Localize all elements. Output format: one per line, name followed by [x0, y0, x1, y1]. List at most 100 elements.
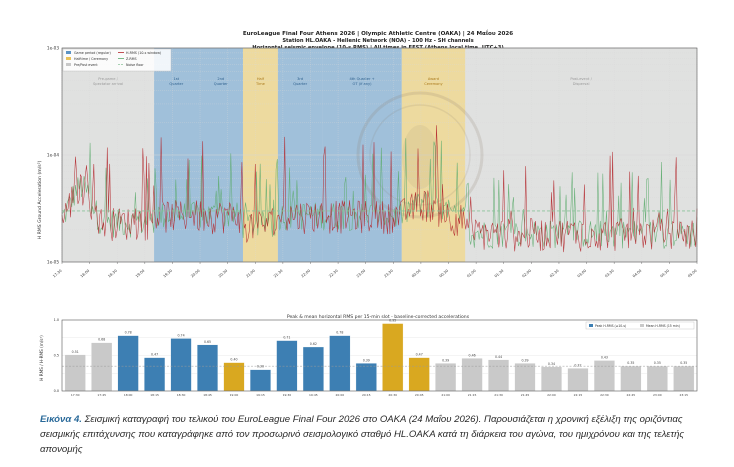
seal-watermark-figure	[402, 125, 438, 189]
bar	[197, 344, 218, 392]
caption-label: Εικόνα 4.	[40, 414, 82, 425]
x-tick-label: 00:00	[411, 268, 422, 278]
x-tick-label: 23:00	[356, 268, 367, 278]
legend-swatch	[640, 324, 644, 327]
x-tick-label: 00:30	[439, 268, 450, 278]
legend-label: Noise floor	[126, 63, 144, 67]
x-tick-label: 20:00	[335, 393, 344, 397]
period-label: Time	[255, 82, 266, 86]
x-tick-label: 19:15	[256, 393, 265, 397]
x-tick-label: 18:00	[80, 268, 91, 278]
period-label: 4th Quarter +	[349, 77, 374, 81]
bar-value-label: 0.44	[495, 355, 502, 359]
bar	[673, 365, 695, 392]
bar-value-label: 0.39	[442, 358, 449, 362]
bar	[461, 358, 483, 392]
bottom-plot-frame	[61, 319, 698, 392]
x-tick-label: 01:00	[466, 268, 477, 278]
series-z-rms	[61, 138, 698, 250]
legend-label: Pre/Post event	[74, 63, 98, 67]
x-tick-label: 17:30	[71, 393, 80, 397]
y-tick-label: 1e-03	[47, 46, 59, 51]
bottom-plot-area: 0.51 17:30 0.68 17:45 0.78 18:00 0.47 18:15 0.74…	[54, 318, 698, 397]
y-tick-label: 0.5	[54, 354, 59, 358]
x-tick-label: 18:15	[150, 393, 159, 397]
x-tick-label: 21:45	[521, 393, 530, 397]
x-tick-label: 18:45	[203, 393, 212, 397]
top-title-2: Station HL.OAKA - Hellenic Network (NOA)…	[282, 38, 473, 44]
legend-swatch	[66, 57, 71, 60]
x-tick-label: 22:45	[627, 393, 636, 397]
bar-value-label: 0.74	[178, 333, 185, 337]
bar-value-label: 0.35	[680, 361, 687, 365]
bar-value-label: 0.32	[574, 363, 581, 367]
top-ylabel: H RMS Ground Acceleration (m/s²)	[37, 160, 43, 239]
x-tick-label: 18:30	[177, 393, 186, 397]
bar-value-label: 0.35	[654, 361, 661, 365]
y-tick-label: 1e-05	[47, 260, 59, 265]
period-label: Pre-game /	[98, 77, 118, 81]
legend-box	[62, 48, 172, 72]
x-tick-label: 21:30	[494, 393, 503, 397]
bar	[302, 346, 324, 392]
x-tick-label: 23:15	[679, 393, 688, 397]
x-tick-label: 22:15	[574, 393, 583, 397]
seal-watermark	[356, 91, 484, 219]
legend-swatch	[589, 324, 593, 327]
bar	[646, 365, 668, 392]
top-legend: Game period (regular) Halftime / Ceremony…	[62, 48, 172, 72]
period-label: Spectator arrival	[93, 82, 123, 86]
bar-value-label: 0.34	[548, 362, 555, 366]
x-tick-label: 21:00	[441, 393, 450, 397]
period-label: Half	[257, 77, 265, 81]
legend-swatch	[66, 51, 71, 54]
x-tick-label: 19:30	[283, 393, 292, 397]
x-tick-label: 19:00	[135, 268, 146, 278]
legend-swatch	[66, 63, 71, 66]
x-tick-label: 23:00	[653, 393, 662, 397]
bar-value-label: 0.78	[125, 331, 132, 335]
bar	[91, 342, 113, 392]
period-label: Dispersal	[573, 82, 590, 86]
x-tick-label: 17:30	[52, 268, 63, 278]
period-label: Ceremony	[424, 82, 443, 86]
legend-label: H-RMS (10-s window)	[126, 51, 161, 55]
x-tick-label: 19:30	[163, 268, 174, 278]
x-tick-label: 21:15	[468, 393, 477, 397]
bar	[541, 366, 562, 392]
period-label: Post-event /	[570, 77, 592, 81]
bar-value-label: 0.39	[521, 358, 528, 362]
top-plot-frame	[61, 47, 698, 263]
bar	[276, 340, 298, 392]
bar-value-label: 0.35	[627, 361, 634, 365]
x-tick-label: 03:00	[577, 268, 588, 278]
bar	[64, 354, 86, 392]
x-tick-label: 19:45	[309, 393, 318, 397]
bar	[567, 368, 589, 392]
period-label: Quarter	[169, 82, 183, 86]
bar-value-label: 0.47	[151, 353, 158, 357]
bar	[593, 360, 615, 392]
bar-value-label: 0.51	[72, 350, 79, 354]
top-title-1: EuroLeague Final Four Athens 2026 | Olym…	[243, 29, 513, 37]
x-tick-label: 22:00	[301, 268, 312, 278]
bar	[355, 363, 377, 392]
caption-text: Σεισμική καταγραφή του τελικού του EuroL…	[40, 414, 685, 455]
bar	[514, 363, 536, 392]
y-tick-label: 1e-04	[47, 153, 59, 158]
x-tick-label: 22:30	[600, 393, 609, 397]
bar	[620, 365, 642, 392]
bar-value-label: 0.47	[416, 353, 423, 357]
bar	[382, 323, 404, 392]
bar	[117, 335, 139, 392]
bottom-ylabel: H RMS / H-RMS (m/s²)	[39, 335, 44, 381]
bar	[435, 363, 457, 392]
bar	[488, 359, 510, 392]
x-tick-label: 18:30	[107, 268, 118, 278]
bar-value-label: 0.68	[98, 338, 105, 342]
x-tick-label: 04:00	[632, 268, 643, 278]
period-label: 1st	[174, 77, 180, 81]
bottom-legend: Peak H-RMS (≥10-s) Mean H-RMS (15 min)	[585, 321, 695, 330]
legend-label: Game period (regular)	[74, 51, 111, 55]
